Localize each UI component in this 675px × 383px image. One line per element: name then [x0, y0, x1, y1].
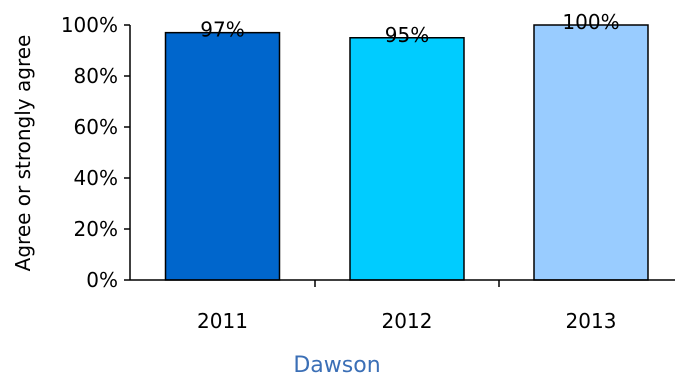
data-label-2013: 100%	[562, 10, 619, 34]
x-tick-label-2013: 2013	[566, 309, 617, 333]
bar-2012	[349, 37, 465, 281]
data-label-2012: 95%	[385, 23, 429, 47]
bar-2011	[164, 31, 281, 281]
y-tick-label: 60%	[74, 115, 118, 139]
x-axis-ticks: 2011 2012 2013	[197, 280, 616, 333]
y-tick-label: 80%	[74, 64, 118, 88]
bar-2013	[533, 24, 649, 281]
x-axis-title: Dawson	[293, 353, 380, 378]
x-tick-label-2012: 2012	[382, 309, 433, 333]
x-tick-label-2011: 2011	[197, 309, 248, 333]
y-tick-label: 0%	[86, 268, 118, 292]
y-tick-label: 100%	[61, 13, 118, 37]
y-tick-label: 20%	[74, 217, 118, 241]
y-axis-ticks: 0% 20% 40% 60% 80% 100%	[61, 13, 130, 292]
data-label-2011: 97%	[200, 18, 244, 42]
bars: 97% 95% 100%	[164, 10, 649, 281]
y-tick-label: 40%	[74, 166, 118, 190]
y-axis-title: Agree or strongly agree	[11, 35, 35, 272]
